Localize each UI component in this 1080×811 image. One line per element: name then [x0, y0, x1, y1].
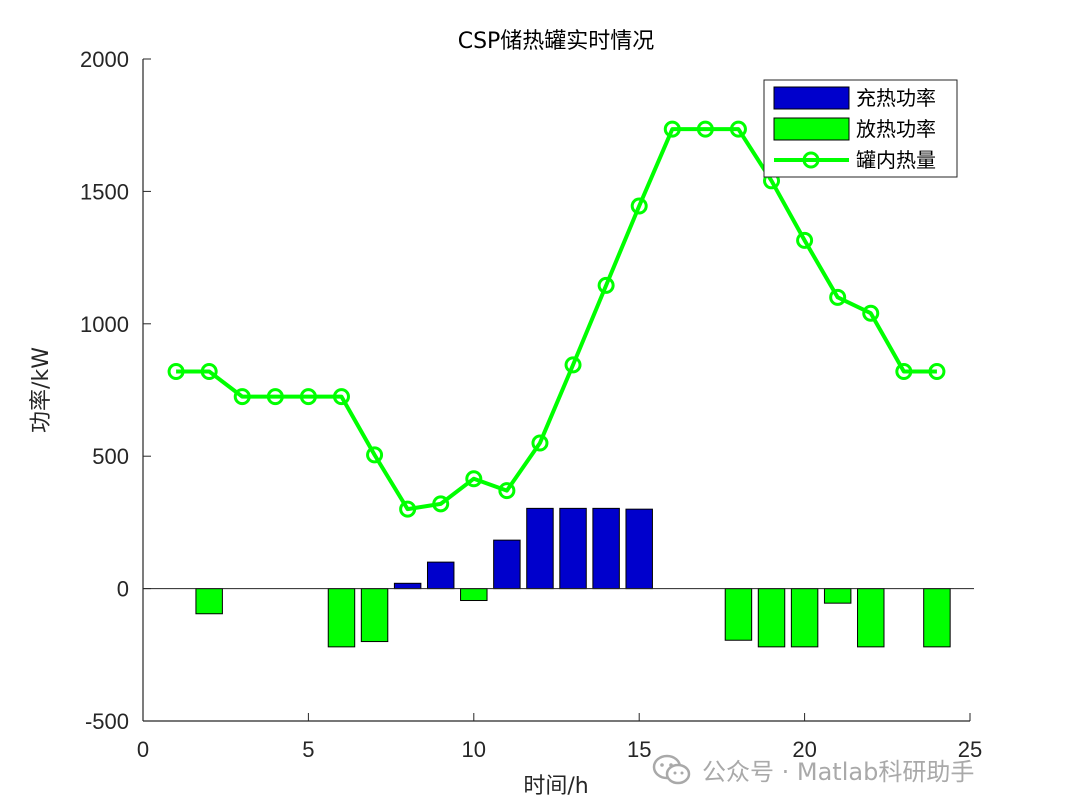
- heat-marker: [432, 495, 450, 513]
- heat-marker: [696, 120, 714, 138]
- bar-discharge: [327, 588, 356, 648]
- axes-layer: -500 0 500 1000 1500 2000 0 5 10 15 20 25: [80, 47, 982, 762]
- heat-marker: [366, 446, 384, 464]
- bar-discharge: [360, 588, 389, 643]
- watermark: 公众号 · Matlab科研助手: [652, 752, 974, 787]
- heat-marker: [299, 388, 317, 406]
- bar-discharge: [923, 588, 951, 648]
- y-tick-label: 1000: [80, 312, 129, 337]
- bar-discharge: [757, 588, 786, 648]
- heat-marker: [597, 276, 615, 294]
- bar-charge: [426, 561, 455, 590]
- legend-swatch-marker: [802, 151, 820, 169]
- heat-marker: [663, 120, 681, 138]
- bar-discharge: [823, 588, 852, 604]
- heat-marker: [531, 434, 549, 452]
- heat-marker: [233, 388, 251, 406]
- bar-charge: [526, 507, 554, 590]
- x-tick-label: 25: [958, 737, 982, 762]
- legend-swatch: [773, 86, 850, 110]
- legend-entry-label: 充热功率: [856, 86, 936, 110]
- bar-discharge: [724, 588, 753, 641]
- heat-marker: [564, 356, 582, 374]
- y-tick-label: 1500: [80, 179, 129, 204]
- y-tick-label: 500: [92, 444, 129, 469]
- bar-charge: [393, 582, 422, 590]
- bar-discharge: [790, 588, 819, 648]
- x-tick-label: 0: [137, 737, 149, 762]
- x-tick-label: 20: [792, 737, 816, 762]
- heat-marker: [829, 288, 847, 306]
- heat-marker: [266, 388, 284, 406]
- bar-discharge: [857, 588, 885, 648]
- x-tick-label: 15: [627, 737, 651, 762]
- legend-entry-label: 放热功率: [856, 117, 936, 141]
- legend-entry-label: 罐内热量: [856, 148, 936, 172]
- heat-marker: [928, 362, 946, 380]
- heat-marker: [200, 362, 218, 380]
- y-tick-label: -500: [85, 709, 129, 734]
- heat-marker: [167, 362, 185, 380]
- legend-swatch: [773, 117, 850, 141]
- heat-marker: [465, 470, 483, 488]
- heat-marker: [862, 304, 880, 322]
- wechat-icon: [652, 754, 691, 784]
- heat-marker: [630, 197, 648, 215]
- heat-marker: [332, 388, 350, 406]
- bar-charge: [592, 507, 620, 590]
- chart-title: CSP储热罐实时情况: [458, 29, 655, 54]
- x-tick-label: 10: [462, 737, 486, 762]
- x-axis-label: 时间/h: [523, 774, 588, 799]
- bar-discharge: [195, 588, 223, 615]
- y-axis-label: 功率/kW: [29, 347, 54, 433]
- heat-line: [176, 127, 937, 512]
- bar-charge: [559, 507, 587, 590]
- heat-marker: [498, 482, 516, 500]
- heat-marker: [895, 362, 913, 380]
- y-tick-label: 2000: [80, 47, 129, 72]
- heat-marker: [796, 231, 814, 249]
- heat-marker: [399, 500, 417, 518]
- bar-charge: [625, 508, 653, 590]
- x-tick-label: 5: [302, 737, 314, 762]
- bars-layer: [195, 507, 951, 648]
- heat-marker: [729, 120, 747, 138]
- watermark-text: 公众号 · Matlab科研助手: [702, 758, 975, 786]
- y-tick-label: 0: [117, 577, 129, 602]
- bar-discharge: [460, 588, 488, 602]
- line-layer: [167, 120, 946, 518]
- bar-charge: [493, 539, 521, 590]
